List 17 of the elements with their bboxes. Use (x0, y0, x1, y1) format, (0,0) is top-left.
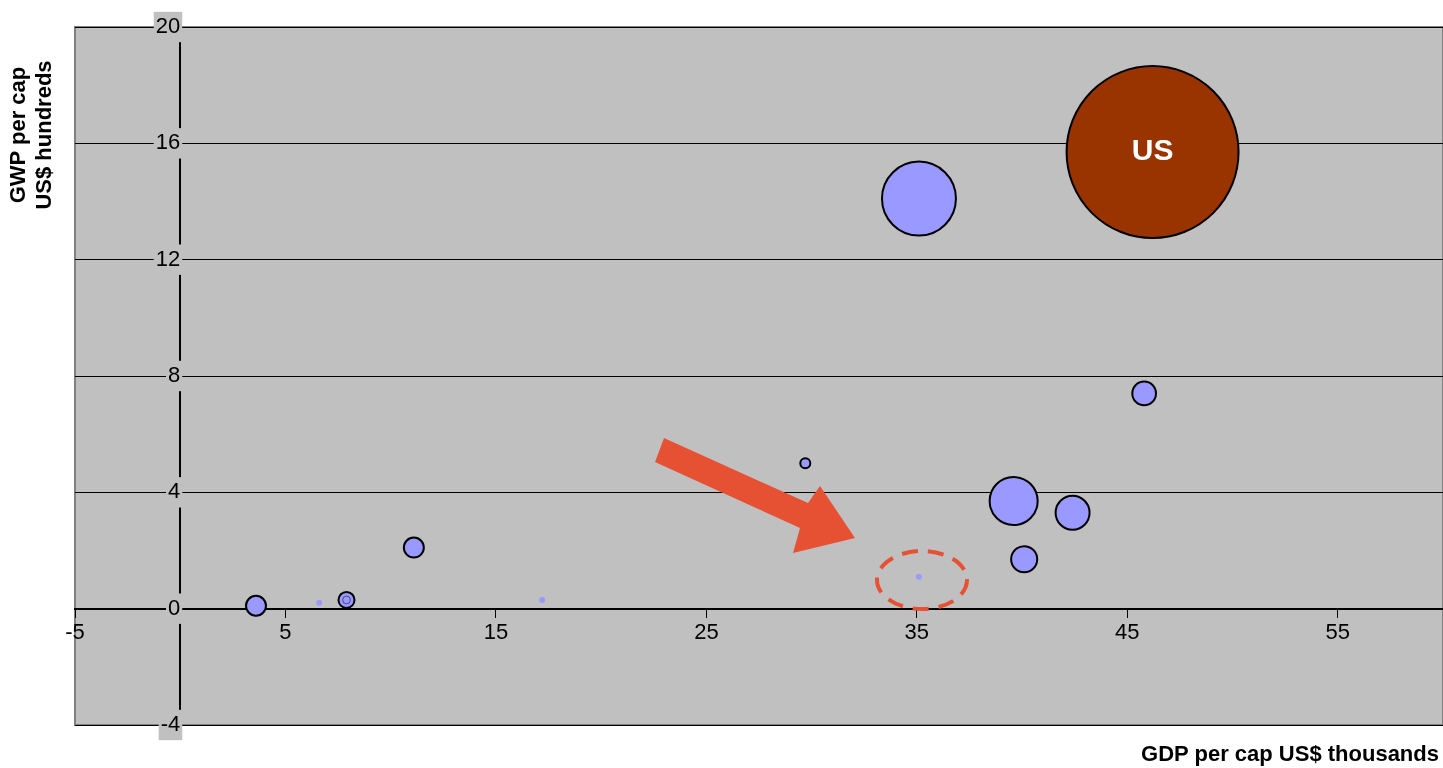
x-tick-label: 45 (1115, 618, 1140, 644)
x-axis-title: GDP per cap US$ thousands (1141, 741, 1439, 767)
y-tick-label: 0 (167, 594, 181, 620)
y-tick-label: 16 (155, 129, 181, 155)
y-tick-label: 4 (167, 478, 181, 504)
y-tick-label: 8 (167, 362, 181, 388)
x-tick-label: 25 (694, 618, 719, 644)
y-tick-label: 12 (155, 245, 181, 271)
y-tick-label: -4 (160, 711, 181, 737)
series-label: US (1131, 133, 1174, 167)
x-tick-label: 35 (904, 618, 930, 644)
x-tick-label: -5 (65, 618, 85, 644)
y-axis-title: GWP per cap US$ hundreds (5, 60, 57, 210)
x-tick-label: 15 (483, 618, 509, 644)
x-tick-label: 5 (279, 618, 292, 644)
x-tick-label: 55 (1325, 618, 1351, 644)
y-tick-label: 20 (155, 13, 181, 39)
